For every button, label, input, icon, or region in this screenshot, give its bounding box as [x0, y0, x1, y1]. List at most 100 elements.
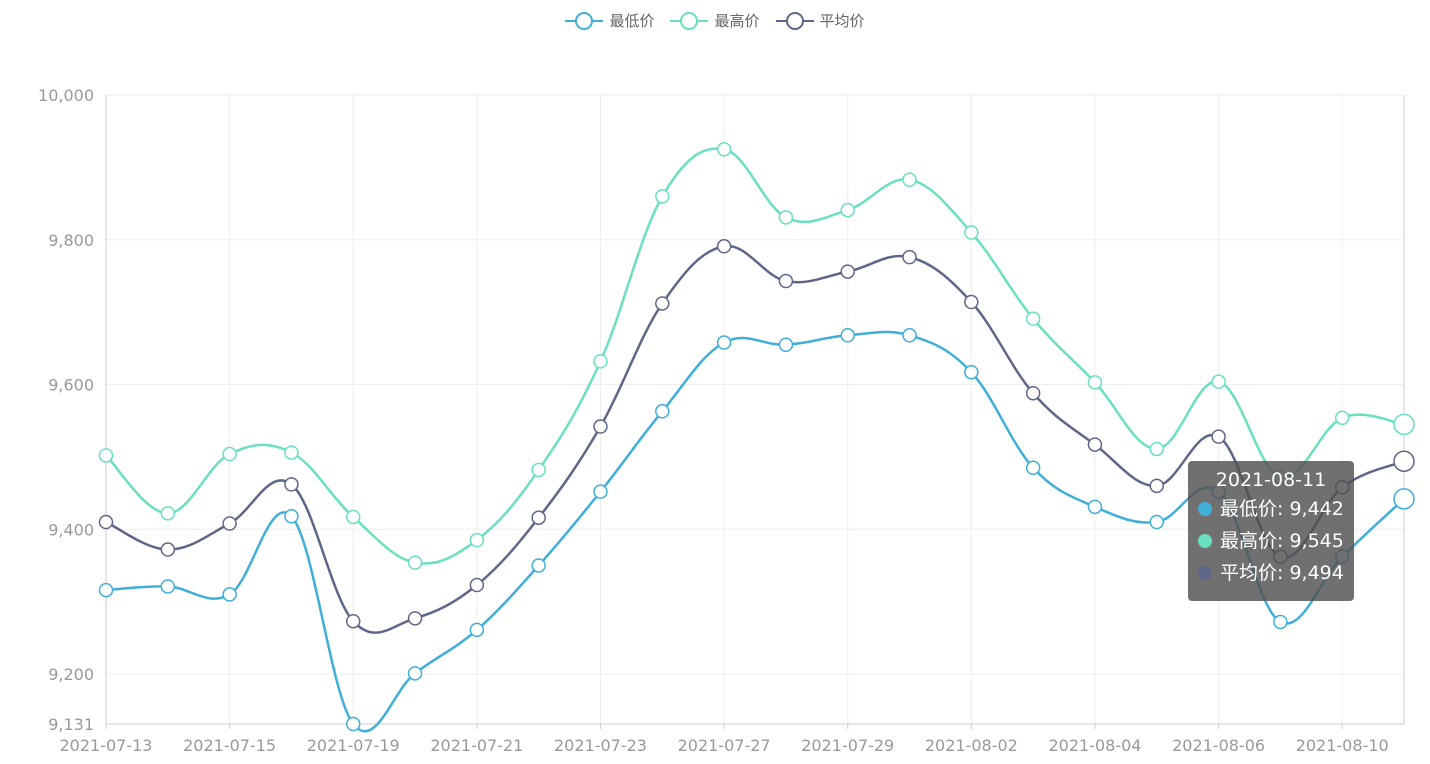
- legend-max-icon: [670, 11, 709, 30]
- data-point-max: [222, 446, 237, 462]
- tooltip-title: 2021-08-11: [1215, 469, 1327, 491]
- data-point-avg: [778, 273, 794, 289]
- data-point-max: [1025, 311, 1041, 326]
- data-point-avg: [469, 577, 485, 593]
- series-line-avg: [105, 244, 1405, 634]
- data-point-max: [1334, 410, 1350, 426]
- data-point-avg: [1087, 437, 1103, 452]
- y-tick-label: 9,800: [48, 231, 94, 250]
- data-point-avg: [655, 296, 670, 311]
- data-point-max: [964, 225, 979, 240]
- x-tick-label: 2021-07-21: [430, 736, 523, 755]
- data-point-max: [1087, 375, 1103, 390]
- data-point-min: [407, 666, 423, 681]
- data-point-max: [593, 354, 608, 369]
- x-tick-label: 2021-08-04: [1048, 736, 1141, 755]
- data-point-max: [902, 172, 917, 187]
- data-point-max: [716, 142, 732, 157]
- data-point-avg: [1025, 385, 1041, 401]
- x-tick-label: 2021-07-27: [678, 736, 771, 755]
- data-point-max: [1211, 374, 1226, 389]
- data-point-min: [778, 337, 794, 352]
- x-tick-label: 2021-08-06: [1172, 736, 1265, 755]
- series-line-max: [105, 147, 1405, 565]
- tooltip-dot-max: [1198, 534, 1212, 548]
- data-point-max: [345, 509, 361, 525]
- y-tick-label: 10,000: [38, 86, 94, 105]
- x-tick-label: 2021-07-13: [60, 736, 153, 755]
- tooltip-row-max: 最高价: 9,545: [1198, 525, 1344, 557]
- legend-label-max: 最高价: [714, 12, 760, 30]
- data-point-min: [1393, 488, 1415, 510]
- data-point-avg: [716, 239, 732, 254]
- legend-label-min: 最低价: [609, 12, 655, 30]
- data-point-max: [469, 532, 485, 548]
- data-point-avg: [531, 510, 546, 525]
- data-point-avg: [284, 477, 299, 492]
- data-point-max: [778, 210, 794, 225]
- data-point-max: [284, 445, 299, 460]
- x-tick-label: 2021-07-19: [307, 736, 400, 755]
- data-point-avg: [902, 249, 917, 265]
- legend-avg-icon: [775, 11, 814, 30]
- tooltip-dot-min: [1198, 502, 1212, 516]
- data-point-min: [1273, 614, 1288, 630]
- data-point-max: [407, 555, 423, 570]
- data-point-max: [1149, 441, 1165, 457]
- x-tick-label: 2021-07-29: [801, 736, 894, 755]
- data-point-min: [1025, 460, 1041, 476]
- data-point-min: [531, 558, 546, 573]
- data-point-min: [345, 716, 361, 732]
- data-point-avg: [964, 294, 979, 310]
- data-point-avg: [840, 264, 855, 279]
- y-tick-label: 9,600: [48, 376, 94, 395]
- x-tick-label: 2021-07-23: [554, 736, 647, 755]
- tooltip: 2021-08-11 最低价: 9,442 最高价: 9,545 平均价: 9,…: [1188, 461, 1354, 601]
- x-tick-label: 2021-08-10: [1296, 736, 1389, 755]
- tooltip-row-min: 最低价: 9,442: [1198, 493, 1344, 525]
- data-point-min: [469, 622, 485, 638]
- y-tick-label: 9,131: [48, 715, 94, 734]
- data-point-max: [160, 506, 176, 521]
- data-point-avg: [1211, 429, 1226, 444]
- legend-item-min[interactable]: 最低价: [565, 10, 654, 31]
- data-point-min: [716, 335, 732, 350]
- data-point-min: [98, 582, 114, 598]
- data-point-min: [840, 328, 855, 343]
- tooltip-value-max: 最高价: 9,545: [1220, 530, 1344, 552]
- data-point-max: [655, 189, 670, 204]
- legend-min-icon: [565, 11, 604, 30]
- data-point-avg: [593, 419, 608, 434]
- data-point-avg: [1393, 450, 1415, 473]
- tooltip-value-min: 最低价: 9,442: [1220, 498, 1344, 520]
- data-point-max: [531, 462, 546, 478]
- tooltip-dot-avg: [1198, 566, 1212, 580]
- data-point-avg: [407, 611, 423, 626]
- data-point-min: [160, 579, 176, 594]
- y-tick-label: 9,200: [48, 665, 94, 684]
- data-point-min: [655, 404, 670, 419]
- x-tick-label: 2021-07-15: [183, 736, 276, 755]
- data-point-avg: [222, 516, 237, 531]
- data-point-min: [1149, 514, 1165, 530]
- data-point-min: [284, 509, 299, 524]
- data-point-min: [222, 587, 237, 602]
- data-point-avg: [1149, 478, 1165, 494]
- legend-item-max[interactable]: 最高价: [670, 10, 760, 31]
- data-point-min: [593, 484, 608, 499]
- tooltip-row-avg: 平均价: 9,494: [1198, 557, 1344, 589]
- data-point-min: [964, 364, 979, 380]
- legend-item-avg[interactable]: 平均价: [775, 10, 865, 31]
- legend-label-avg: 平均价: [819, 12, 865, 30]
- y-tick-label: 9,400: [48, 520, 94, 539]
- data-point-max: [98, 448, 114, 463]
- data-point-avg: [160, 542, 176, 557]
- legend: 最低价 最高价 平均价: [0, 10, 1430, 31]
- data-point-max: [840, 202, 855, 218]
- data-point-min: [902, 328, 917, 343]
- data-point-max: [1393, 413, 1415, 436]
- tooltip-value-avg: 平均价: 9,494: [1220, 562, 1344, 584]
- data-point-avg: [345, 613, 361, 629]
- x-tick-label: 2021-08-02: [925, 736, 1018, 755]
